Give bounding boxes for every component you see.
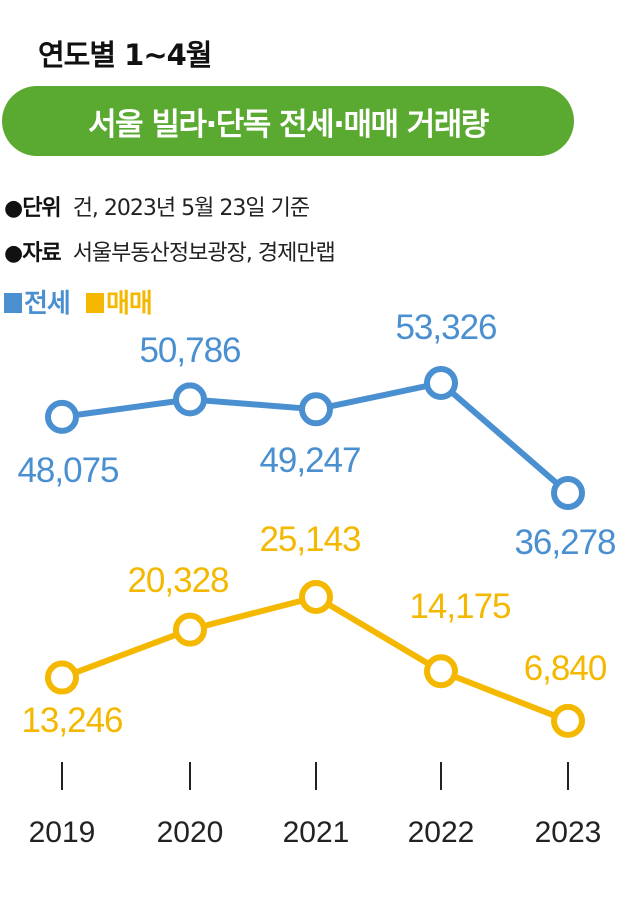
note-unit: ●단위 건, 2023년 5월 23일 기준 [4,190,310,222]
legend-label-maemae: 매매 [105,289,153,319]
data-point [551,475,585,510]
note-source: ●자료 서울부동산정보광장, 경제만랩 [4,235,336,267]
note-source-label: ●자료 [4,241,62,266]
data-point [45,660,79,695]
note-unit-text: 건, 2023년 5월 23일 기준 [72,196,310,221]
data-point [299,392,333,427]
data-point [173,382,207,417]
data-label: 53,326 [395,308,496,347]
data-point [424,366,458,400]
data-point [299,580,333,614]
note-source-text: 서울부동산정보광장, 경제만랩 [72,241,336,266]
chart-title: 서울 빌라·단독 전세·매매 거래량 [88,106,489,143]
data-label: 6,840 [524,649,607,688]
x-tick-label: 2019 [29,816,96,849]
x-tick-label: 2021 [283,816,350,849]
data-label: 13,246 [21,701,122,740]
data-point [551,703,585,738]
data-label: 36,278 [514,523,615,562]
data-label: 48,075 [17,451,118,490]
data-point [173,612,207,647]
data-label: 50,786 [139,331,240,370]
legend-swatch-jeonse [4,293,22,313]
data-label: 14,175 [409,587,510,626]
data-point [424,654,458,689]
data-label: 20,328 [127,561,228,600]
legend-swatch-maemae [85,293,104,313]
legend-label-jeonse: 전세 [24,289,71,319]
data-point [45,399,79,434]
note-unit-label: ●단위 [4,196,62,221]
x-tick-label: 2022 [408,816,475,849]
data-label: 49,247 [259,441,360,480]
x-tick-label: 2020 [157,816,224,849]
chart-subtitle: 연도별 1~4월 [38,38,212,72]
legend: 전세 매매 [4,283,153,320]
x-tick-label: 2023 [535,816,602,849]
title-banner: 서울 빌라·단독 전세·매매 거래량 [2,86,574,156]
data-label: 25,143 [259,520,360,559]
